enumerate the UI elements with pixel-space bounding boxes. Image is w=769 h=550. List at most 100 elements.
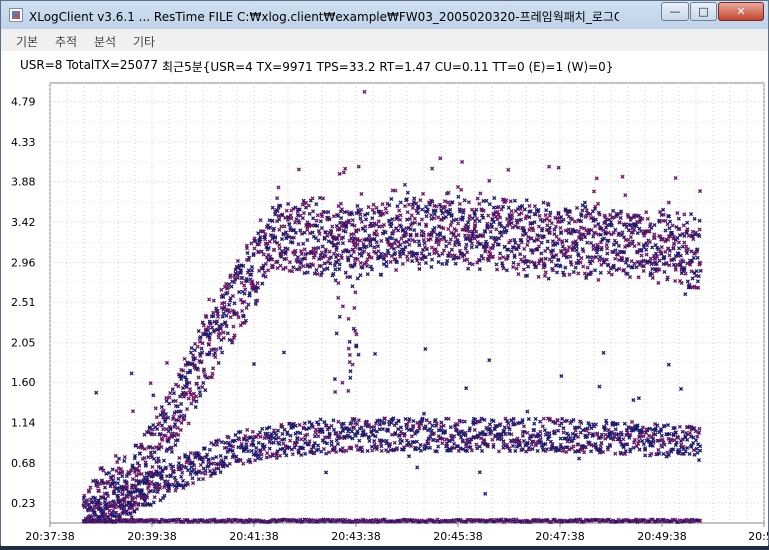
- data-point: [254, 288, 259, 293]
- data-point: [350, 247, 355, 252]
- data-point: [298, 517, 303, 522]
- response-time-chart[interactable]: 0.23 0.68 1.14 1.60 2.05 2.51 2.96 3.42 3.88 4.33…: [1, 79, 769, 546]
- data-point: [401, 447, 406, 452]
- data-point: [329, 423, 334, 428]
- data-point: [329, 442, 334, 448]
- y-tick-label: 0.68: [11, 457, 36, 470]
- y-tick-label: 1.60: [11, 376, 36, 389]
- data-point: [327, 431, 332, 436]
- data-point: [128, 490, 133, 496]
- menu-etc[interactable]: 기타: [133, 35, 156, 49]
- data-point: [192, 463, 197, 468]
- data-point: [299, 261, 304, 266]
- data-point: [354, 211, 359, 216]
- x-tick-label: 20:51: [748, 530, 768, 543]
- menu-analysis[interactable]: 분석: [94, 35, 117, 49]
- data-point: [405, 422, 410, 427]
- data-point: [474, 207, 479, 212]
- data-point: [477, 258, 482, 263]
- maximize-button[interactable]: □: [690, 2, 717, 21]
- data-point: [200, 320, 205, 325]
- data-point: [418, 443, 423, 448]
- close-button[interactable]: ✕: [718, 2, 764, 21]
- data-point: [506, 205, 511, 210]
- data-point: [417, 266, 422, 272]
- data-point: [198, 335, 203, 340]
- data-point: [179, 373, 184, 379]
- data-point: [450, 200, 455, 205]
- data-point: [418, 198, 423, 203]
- data-point: [210, 371, 215, 376]
- data-point: [169, 434, 174, 439]
- data-point: [221, 335, 226, 341]
- data-point: [499, 432, 504, 437]
- data-point: [349, 253, 354, 258]
- data-point: [479, 448, 485, 453]
- data-point: [262, 270, 267, 275]
- data-point: [398, 217, 403, 222]
- data-point: [516, 212, 522, 217]
- data-point: [218, 470, 223, 475]
- data-point: [187, 368, 193, 373]
- scatter-plot[interactable]: 0.23 0.68 1.14 1.60 2.05 2.51 2.96 3.42 3.88 4.33…: [1, 79, 769, 546]
- menu-basic[interactable]: 기본: [16, 35, 39, 49]
- data-point: [163, 433, 168, 438]
- data-point: [397, 208, 402, 213]
- data-point: [173, 488, 178, 493]
- data-point: [219, 287, 224, 292]
- data-point: [197, 452, 202, 457]
- title-bar[interactable]: XLogClient v3.6.1 ... ResTime FILE C:₩xl…: [1, 1, 768, 29]
- data-point: [149, 453, 154, 458]
- data-point: [456, 255, 461, 260]
- data-point: [137, 451, 142, 456]
- data-point: [400, 261, 405, 267]
- data-point: [172, 422, 178, 427]
- data-point: [503, 432, 508, 437]
- data-point: [427, 252, 432, 257]
- data-point: [242, 291, 247, 296]
- data-point: [223, 455, 229, 460]
- menu-trace[interactable]: 추적: [55, 35, 78, 49]
- data-point: [334, 449, 339, 454]
- data-point: [188, 387, 193, 392]
- data-point: [286, 201, 291, 206]
- data-point: [477, 470, 482, 475]
- data-point: [225, 331, 230, 336]
- data-point: [436, 260, 441, 265]
- data-point: [389, 236, 395, 241]
- data-point: [517, 440, 523, 446]
- minimize-button[interactable]: —: [661, 2, 689, 21]
- data-point: [93, 513, 98, 518]
- data-point: [414, 232, 419, 237]
- data-point: [448, 433, 454, 438]
- data-point: [254, 445, 259, 451]
- data-point: [107, 470, 112, 475]
- data-point: [509, 209, 514, 214]
- data-point: [303, 451, 308, 456]
- data-point: [276, 435, 281, 440]
- data-point: [232, 333, 237, 338]
- data-point: [467, 440, 473, 445]
- data-point: [484, 244, 489, 249]
- data-point: [349, 222, 355, 227]
- data-point: [179, 474, 184, 479]
- data-point: [260, 426, 265, 431]
- data-point: [499, 207, 504, 212]
- data-point: [301, 425, 306, 430]
- data-point: [340, 446, 345, 451]
- data-point: [448, 207, 453, 212]
- data-point: [464, 242, 469, 247]
- y-tick-label: 0.23: [11, 497, 36, 510]
- data-point: [496, 212, 501, 217]
- data-point: [329, 230, 334, 235]
- data-point: [525, 238, 531, 244]
- data-point: [531, 433, 536, 438]
- data-point: [320, 244, 325, 249]
- data-point: [228, 447, 233, 453]
- data-point: [409, 434, 414, 439]
- data-point: [187, 390, 193, 395]
- data-point: [436, 224, 441, 229]
- data-point: [148, 502, 153, 508]
- data-point: [394, 259, 399, 264]
- data-point: [393, 238, 398, 243]
